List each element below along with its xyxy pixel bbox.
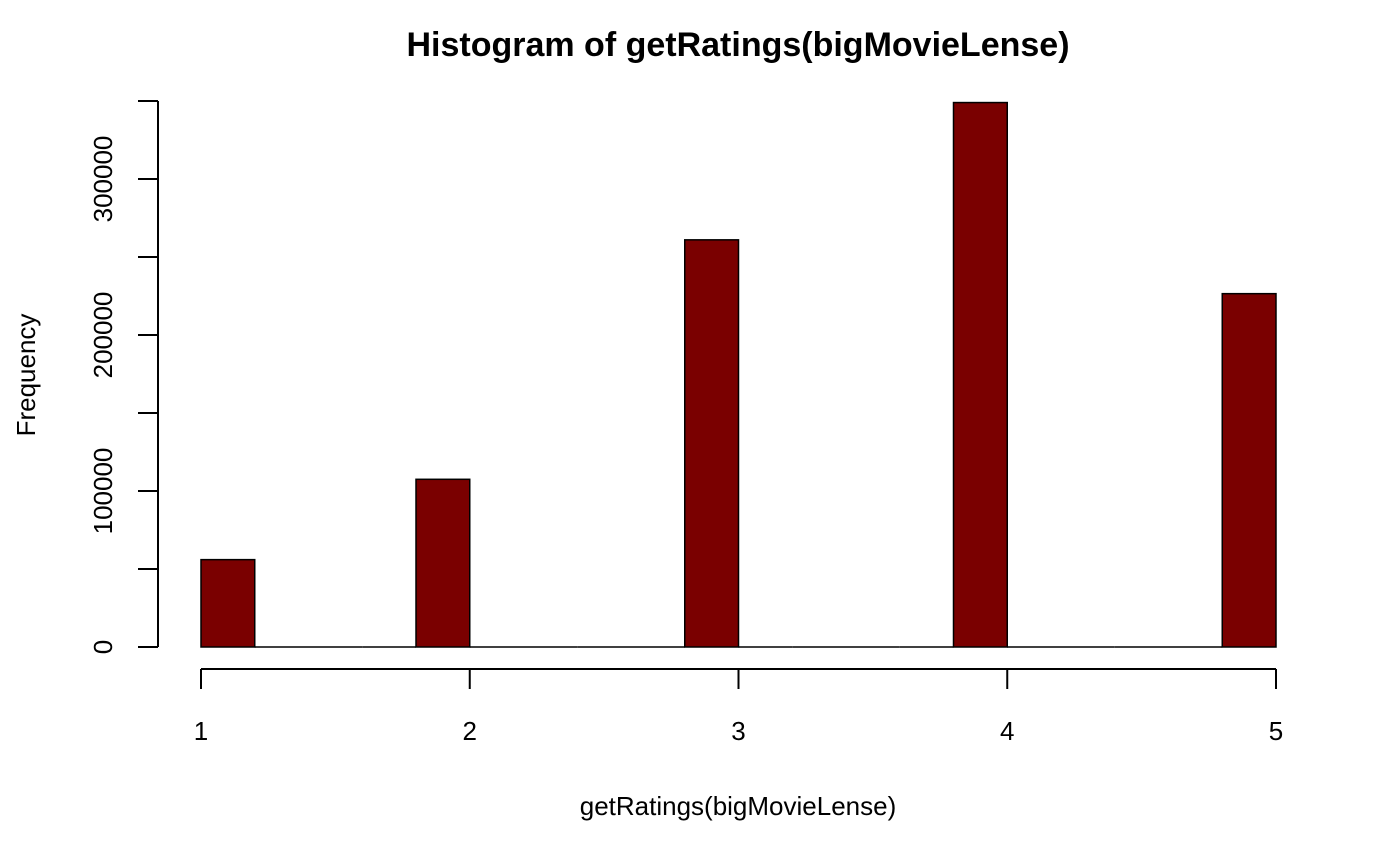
- x-tick-label-1: 2: [463, 716, 477, 746]
- histogram-bar-0: [200, 558, 256, 648]
- y-axis: 0 100000 200000 300000: [88, 100, 159, 654]
- x-tick-label-3: 4: [1000, 716, 1014, 746]
- x-tick-label-2: 3: [731, 716, 745, 746]
- y-tick-label-6: 300000: [88, 136, 118, 223]
- histogram-bar-9: [684, 239, 740, 648]
- y-tick-label-0: 0: [88, 640, 118, 654]
- histogram-bar-19: [1221, 292, 1277, 648]
- bars-group: [200, 101, 1277, 648]
- y-axis-label: Frequency: [11, 314, 41, 437]
- y-tick-label-4: 200000: [88, 292, 118, 379]
- x-tick-label-4: 5: [1269, 716, 1283, 746]
- histogram-bar-4: [415, 478, 471, 648]
- x-tick-label-0: 1: [194, 716, 208, 746]
- y-tick-label-2: 100000: [88, 448, 118, 535]
- chart-title: Histogram of getRatings(bigMovieLense): [406, 26, 1069, 64]
- histogram-bar-14: [952, 101, 1008, 648]
- x-axis: 1 2 3 4 5: [194, 668, 1283, 746]
- x-axis-label: getRatings(bigMovieLense): [580, 791, 897, 821]
